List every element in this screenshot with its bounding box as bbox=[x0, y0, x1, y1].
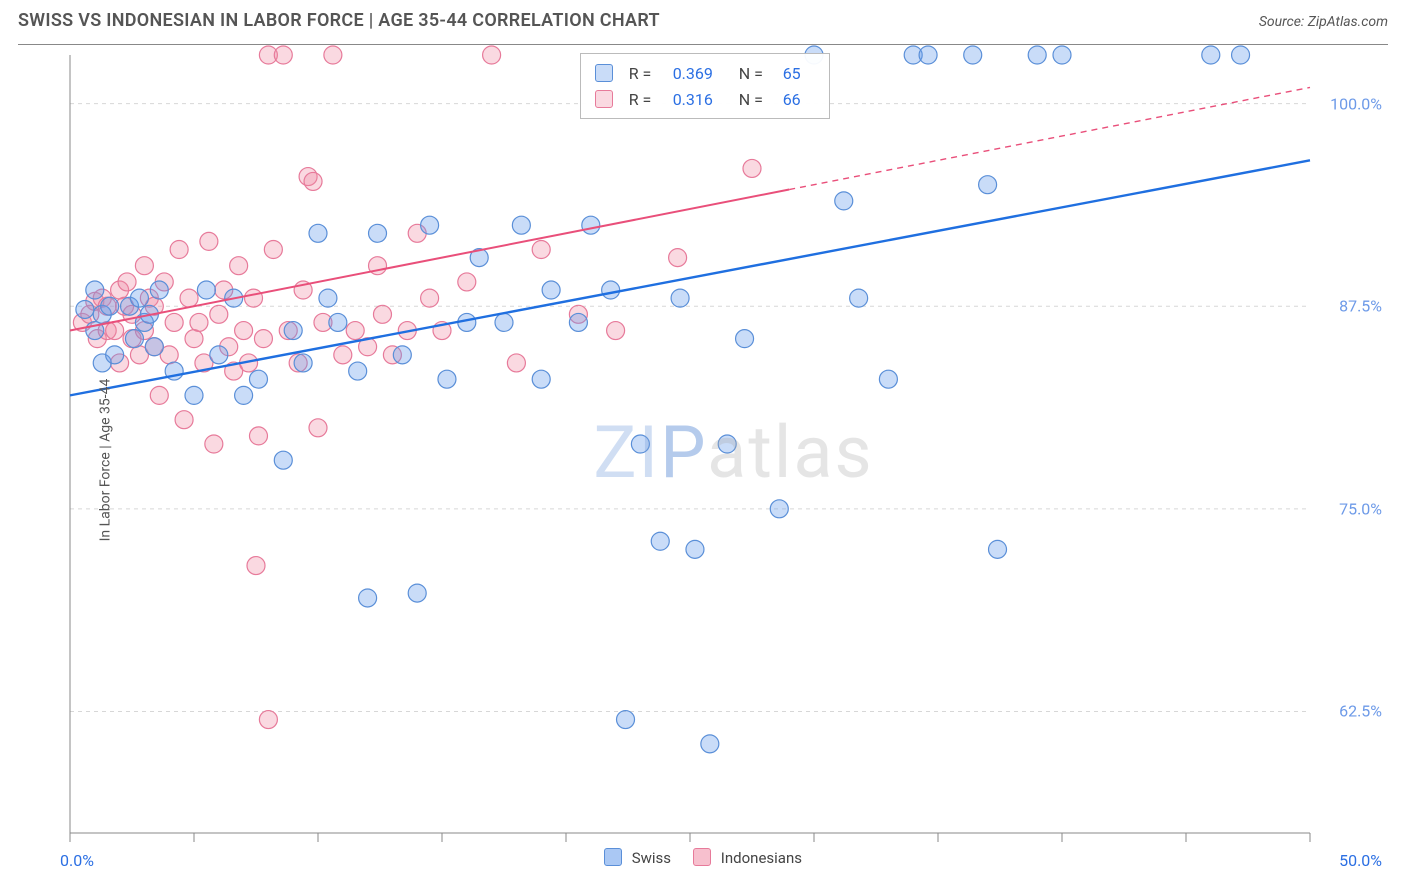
r-value: 0.369 bbox=[673, 64, 729, 83]
y-tick-label: 62.5% bbox=[1339, 702, 1382, 721]
legend-row-swiss: R = 0.369 N = 65 bbox=[595, 60, 815, 86]
swiss-swatch-icon bbox=[595, 64, 613, 82]
y-tick-label: 87.5% bbox=[1339, 297, 1382, 316]
n-value: 65 bbox=[783, 64, 815, 83]
chart-container: In Labor Force | Age 35-44 ZIPatlas 62.5… bbox=[18, 44, 1388, 874]
chart-title: SWISS VS INDONESIAN IN LABOR FORCE | AGE… bbox=[18, 10, 660, 31]
r-label: R = bbox=[629, 90, 663, 109]
legend-item-swiss: Swiss bbox=[604, 848, 671, 867]
r-label: R = bbox=[629, 64, 663, 83]
indonesians-swatch-icon bbox=[693, 848, 711, 866]
n-label: N = bbox=[739, 64, 773, 83]
legend-row-indonesians: R = 0.316 N = 66 bbox=[595, 86, 815, 112]
y-axis-label: In Labor Force | Age 35-44 bbox=[97, 378, 113, 541]
legend-label: Indonesians bbox=[721, 849, 802, 867]
source-label: Source: ZipAtlas.com bbox=[1259, 14, 1388, 30]
swiss-swatch-icon bbox=[604, 848, 622, 866]
series-legend: Swiss Indonesians bbox=[18, 840, 1388, 874]
indonesians-swatch-icon bbox=[595, 90, 613, 108]
r-value: 0.316 bbox=[673, 90, 729, 109]
n-value: 66 bbox=[783, 90, 815, 109]
y-tick-label: 100.0% bbox=[1330, 94, 1382, 113]
correlation-legend: R = 0.369 N = 65 R = 0.316 N = 66 bbox=[580, 53, 830, 119]
legend-item-indonesians: Indonesians bbox=[693, 848, 802, 867]
y-tick-label: 75.0% bbox=[1339, 499, 1382, 518]
n-label: N = bbox=[739, 90, 773, 109]
scatter-plot bbox=[18, 45, 1388, 875]
legend-label: Swiss bbox=[632, 849, 671, 867]
